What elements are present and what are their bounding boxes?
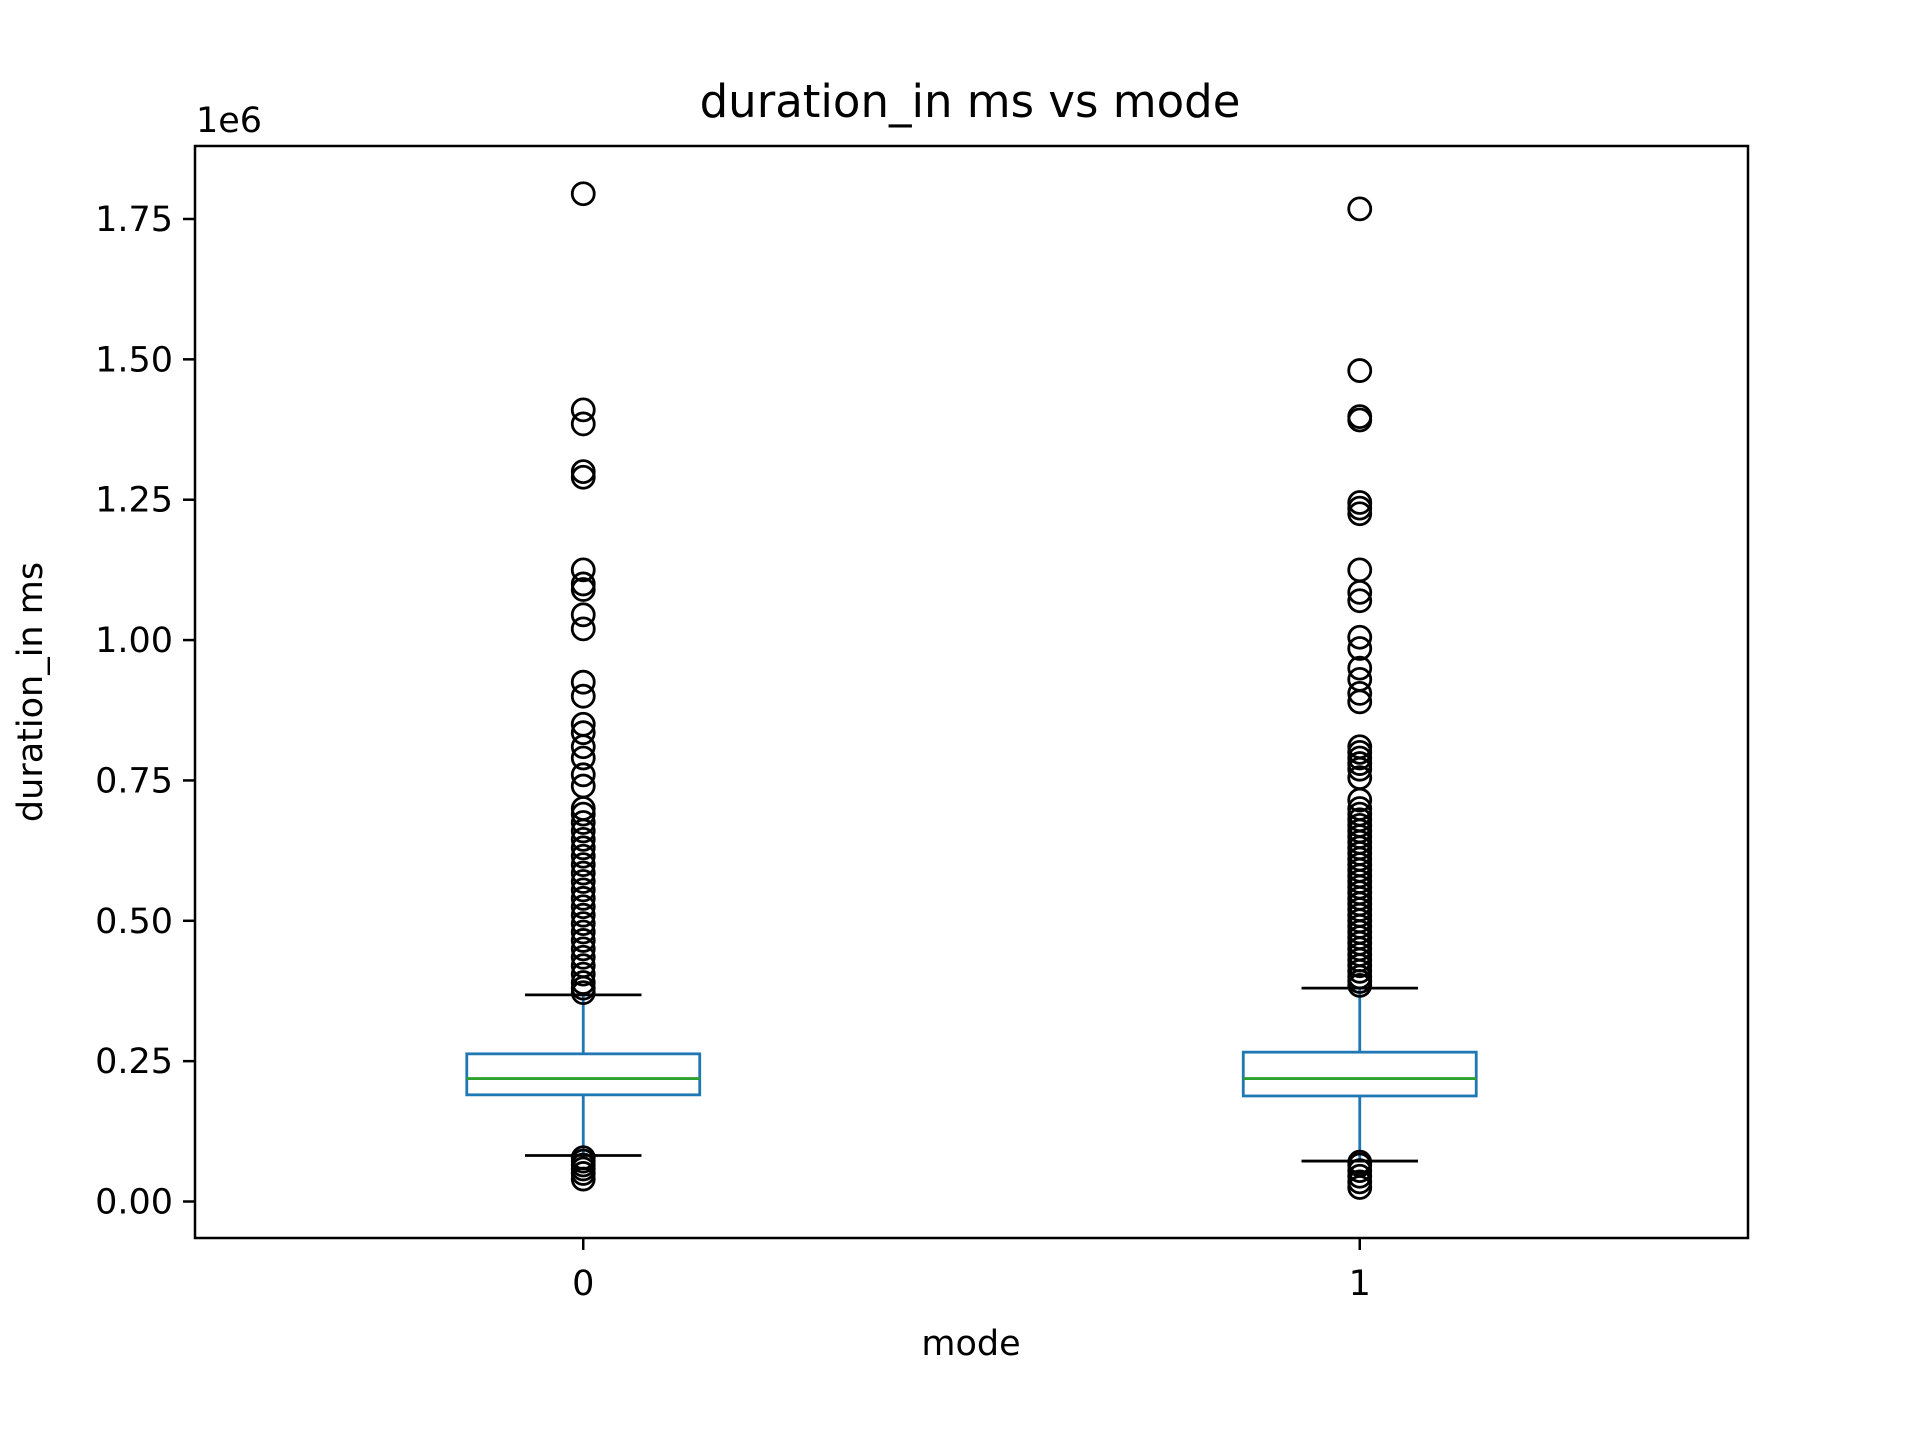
flier-point [1347, 1175, 1373, 1200]
flier-point [570, 810, 596, 835]
flier-point [570, 669, 596, 695]
flier-point [1347, 624, 1373, 650]
flier-point [570, 616, 596, 642]
iqr-box [1241, 1050, 1478, 1098]
flier-point [570, 936, 596, 962]
y-tick-label: 0.00 [95, 1183, 173, 1223]
y-axis-label: duration_in ms [11, 562, 51, 822]
flier-point [1347, 636, 1373, 661]
y-offset-label: 1e6 [196, 101, 262, 141]
flier-point [570, 464, 596, 490]
flier-point [570, 181, 596, 207]
x-tick-label: 1 [1349, 1264, 1371, 1304]
flier-point [570, 745, 596, 771]
y-tick-label: 1.00 [95, 621, 173, 661]
flier-point [570, 762, 596, 788]
flier-point [570, 980, 596, 1006]
axes-frame [193, 144, 1750, 1240]
y-tick-label: 1.75 [95, 200, 173, 240]
y-tick-label: 0.75 [95, 761, 173, 801]
flier-point [1347, 579, 1373, 605]
chart-title: duration_in ms vs mode [700, 75, 1241, 128]
flier-point [570, 852, 596, 878]
flier-point [1347, 588, 1373, 614]
flier-point [570, 928, 596, 953]
flier-point [1347, 196, 1373, 222]
flier-point [570, 557, 596, 583]
flier-point [570, 911, 596, 936]
flier-point [570, 801, 596, 827]
flier-point [570, 843, 596, 869]
flier-point [570, 919, 596, 945]
flier-point [570, 577, 596, 602]
iqr-box [465, 1052, 702, 1097]
flier-point [1347, 972, 1373, 998]
flier-point [570, 869, 596, 894]
flier-point [570, 944, 596, 970]
flier-point [1347, 358, 1373, 383]
flier-point [570, 894, 596, 920]
flier-point [570, 602, 596, 628]
box-group-0 [465, 181, 702, 1192]
flier-point [570, 860, 596, 886]
plot-area [465, 181, 1478, 1200]
flier-point [1347, 655, 1373, 681]
y-tick-label: 0.50 [95, 902, 173, 942]
flier-point [570, 835, 596, 861]
y-tick-label: 0.25 [95, 1042, 173, 1082]
flier-point [570, 902, 596, 928]
flier-point [1347, 787, 1373, 813]
box-group-1 [1241, 196, 1478, 1200]
flier-point [570, 683, 596, 709]
flier-point [570, 961, 596, 987]
flier-point [1347, 681, 1373, 706]
x-tick-label: 0 [572, 1264, 594, 1304]
flier-point [570, 411, 596, 437]
y-tick-label: 1.50 [95, 340, 173, 380]
flier-point [1347, 756, 1373, 782]
flier-point [1347, 689, 1373, 715]
flier-point [570, 877, 596, 903]
flier-point [570, 826, 596, 852]
flier-point [570, 818, 596, 844]
flier-point [570, 734, 596, 760]
x-axis-label: mode [921, 1324, 1020, 1364]
flier-point [570, 720, 596, 746]
flier-point [570, 885, 596, 911]
flier-point [1347, 407, 1373, 433]
y-tick-label: 1.25 [95, 481, 173, 521]
flier-point [570, 1166, 596, 1192]
flier-point [1347, 501, 1373, 527]
flier-point [570, 397, 596, 423]
y-axis: 0.00 0.25 0.50 0.75 1.00 1.25 1.50 1.75 [95, 200, 195, 1223]
